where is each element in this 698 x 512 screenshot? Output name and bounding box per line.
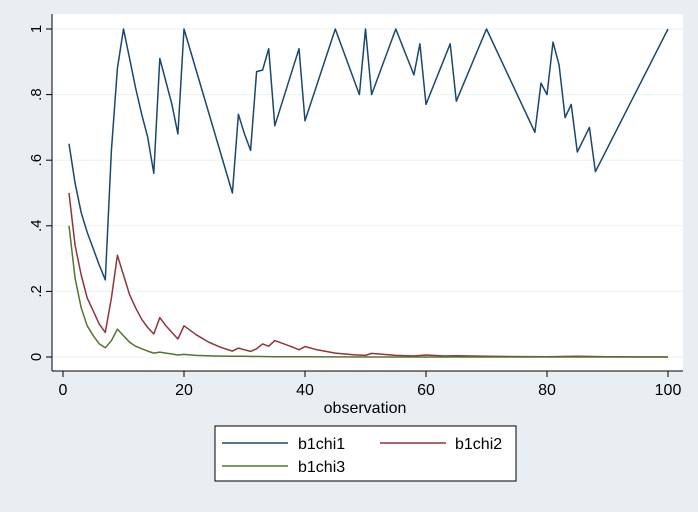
y-tick-label: .2: [28, 285, 45, 298]
legend-label-b1chi2: b1chi2: [455, 436, 502, 453]
axes: [51, 14, 683, 372]
x-tick-label: 100: [655, 382, 682, 399]
x-tick-label: 40: [296, 382, 314, 399]
legend-label-b1chi3: b1chi3: [298, 459, 345, 476]
y-tick-label: .4: [28, 220, 45, 233]
y-tick-label: .8: [28, 88, 45, 101]
series-lines: [68, 28, 669, 358]
legend-box: [214, 425, 517, 482]
grid: [52, 28, 683, 358]
legend: b1chi1 b1chi2 b1chi3: [214, 425, 517, 482]
y-tick-label: .6: [28, 154, 45, 167]
x-axis-label: observation: [324, 400, 407, 417]
y-ticks: 0 .2 .4 .6 .8 1: [28, 25, 52, 361]
y-tick-label: 1: [28, 25, 45, 33]
y-tick-label: 0: [28, 353, 45, 361]
series-line-b1chi3: [68, 225, 668, 358]
legend-label-b1chi1: b1chi1: [298, 436, 345, 453]
x-tick-label: 20: [175, 382, 193, 399]
x-tick-label: 0: [59, 382, 68, 399]
plot-area: [52, 14, 683, 371]
series-line-b1chi2: [68, 192, 669, 358]
x-tick-label: 80: [538, 382, 556, 399]
x-ticks: 0 20 40 60 80 100: [59, 371, 682, 399]
series-line-b1chi1: [68, 28, 669, 281]
x-tick-label: 60: [417, 382, 435, 399]
